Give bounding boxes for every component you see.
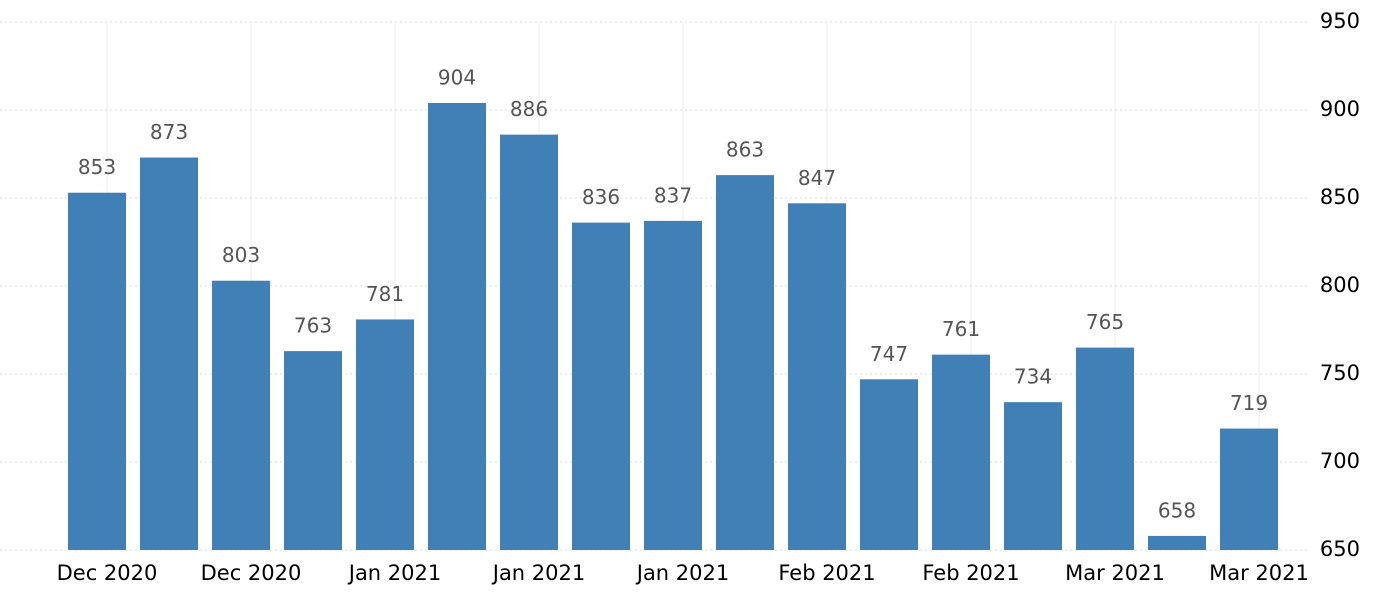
x-tick-label: Jan 2021 [491,561,586,585]
bar [500,134,558,550]
value-label: 765 [1086,310,1124,334]
bar [860,379,918,550]
bar [1148,535,1206,550]
value-label: 863 [726,138,764,162]
x-tick-label: Jan 2021 [635,561,730,585]
value-label: 904 [438,65,476,89]
bar [68,192,126,550]
value-label: 658 [1158,498,1196,522]
y-tick-label: 900 [1320,97,1360,121]
value-label: 873 [150,120,188,144]
bar [428,102,486,551]
bar [140,157,198,550]
value-label: 886 [510,97,548,121]
y-tick-label: 650 [1320,537,1360,561]
value-label: 803 [222,243,260,267]
bar [644,220,702,550]
y-tick-label: 950 [1320,9,1360,33]
bar [788,203,846,550]
x-tick-label: Mar 2021 [1209,561,1309,585]
value-label: 747 [870,342,908,366]
x-tick-label: Dec 2020 [201,561,302,585]
bar [212,280,270,550]
bar [356,319,414,550]
x-tick-label: Dec 2020 [57,561,158,585]
y-tick-label: 850 [1320,185,1360,209]
x-tick-label: Mar 2021 [1065,561,1165,585]
bar [284,351,342,550]
bar [932,354,990,550]
bar [572,222,630,550]
value-label: 836 [582,185,620,209]
bar [716,175,774,550]
value-label: 761 [942,317,980,341]
y-tick-label: 750 [1320,361,1360,385]
x-tick-label: Feb 2021 [922,561,1019,585]
bar [1004,402,1062,550]
y-tick-label: 700 [1320,449,1360,473]
value-label: 719 [1230,391,1268,415]
value-label: 734 [1014,365,1052,389]
x-tick-label: Jan 2021 [347,561,442,585]
value-label: 853 [78,155,116,179]
value-label: 781 [366,282,404,306]
value-label: 763 [294,314,332,338]
bar [1220,428,1278,550]
y-tick-label: 800 [1320,273,1360,297]
bar [1076,347,1134,550]
x-tick-label: Feb 2021 [778,561,875,585]
value-label: 847 [798,166,836,190]
value-label: 837 [654,183,692,207]
